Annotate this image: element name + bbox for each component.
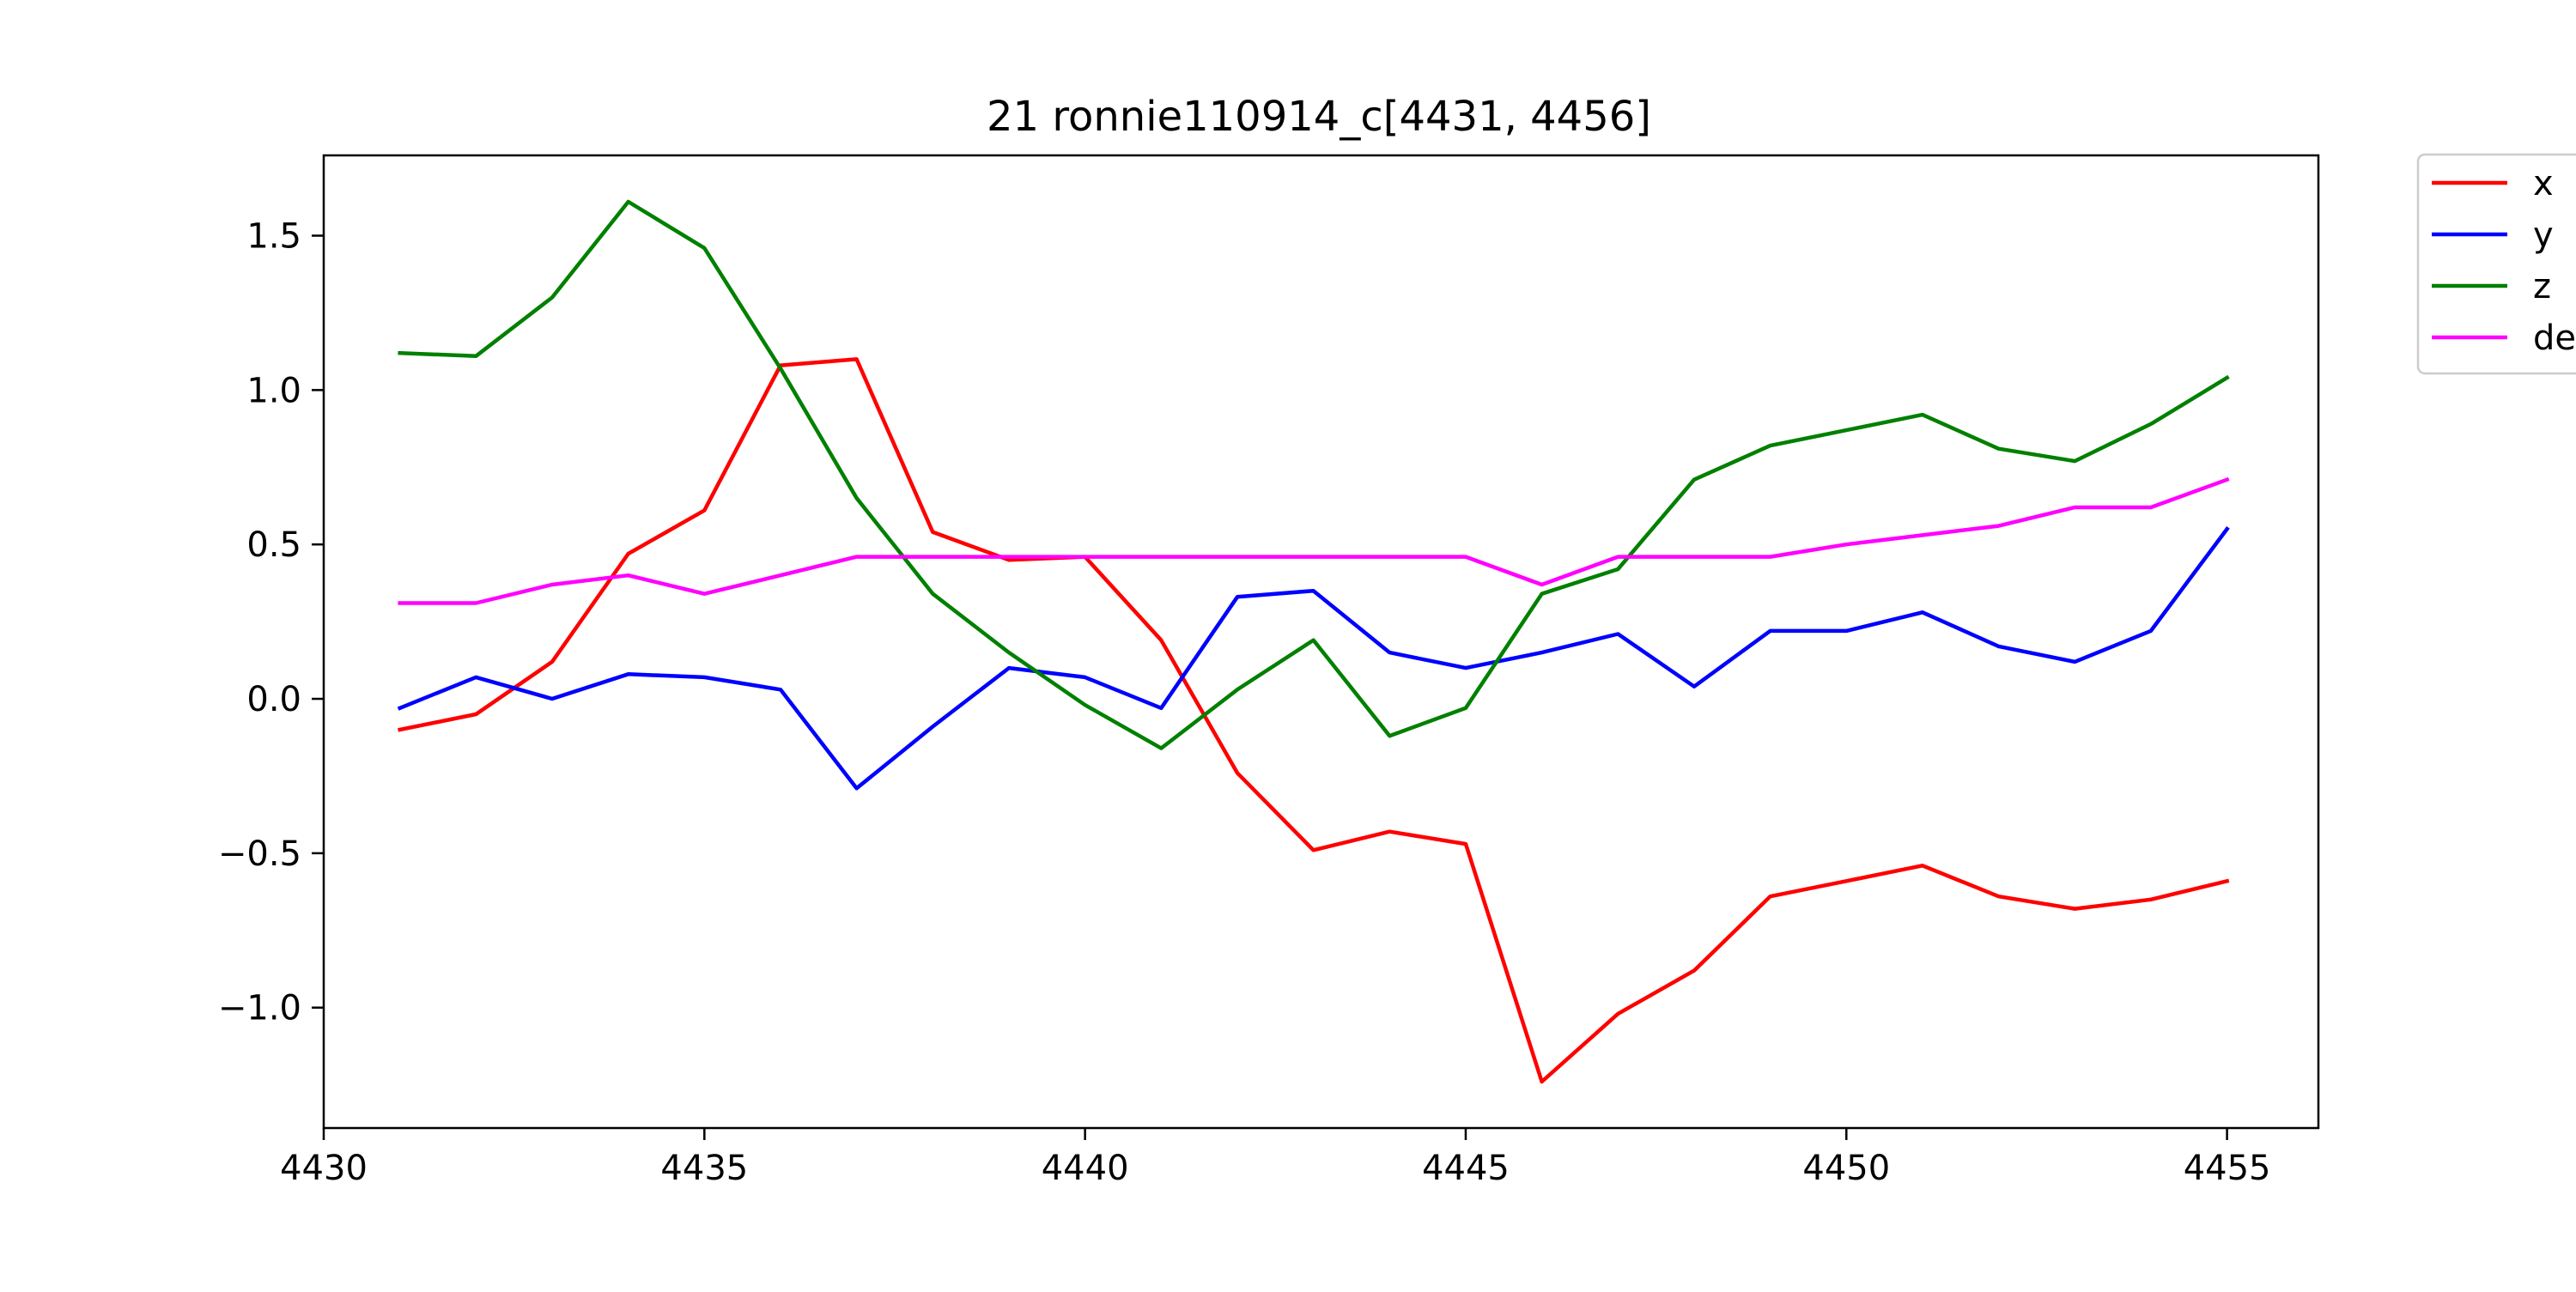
plot-frame bbox=[322, 154, 2320, 1130]
x-axis: 4430 4435 4440 4445 4450 4455 bbox=[280, 1128, 2271, 1188]
y-tick-label: 1.0 bbox=[246, 371, 301, 410]
y-tick-label: 0.5 bbox=[246, 525, 301, 565]
series-line-x bbox=[398, 357, 2230, 1084]
series-line-y bbox=[397, 526, 2230, 791]
x-tick-label: 4445 bbox=[1422, 1149, 1510, 1188]
x-tick-label: 4430 bbox=[280, 1149, 368, 1188]
y-tick-label: −0.5 bbox=[218, 834, 301, 874]
x-tick-label: 4440 bbox=[1042, 1149, 1129, 1188]
plot-lines bbox=[397, 199, 2230, 1084]
y-tick-label: 1.5 bbox=[246, 217, 301, 257]
chart-title: 21 ronnie110914_c[4431, 4456] bbox=[987, 93, 1651, 141]
legend-label-de: de bbox=[2533, 318, 2576, 358]
legend-label-y: y bbox=[2533, 215, 2554, 255]
y-tick-label: 0.0 bbox=[246, 680, 301, 719]
x-tick-label: 4450 bbox=[1802, 1149, 1890, 1188]
x-tick-label: 4435 bbox=[660, 1149, 748, 1188]
x-tick-label: 4455 bbox=[2184, 1149, 2271, 1188]
series-line-z bbox=[398, 199, 2230, 750]
series-line-de bbox=[398, 476, 2230, 605]
legend-label-x: x bbox=[2533, 164, 2554, 203]
y-tick-label: −1.0 bbox=[218, 989, 301, 1028]
y-axis: −1.0 −0.5 0.0 0.5 1.0 1.5 bbox=[218, 217, 324, 1028]
legend-box bbox=[2416, 153, 2576, 375]
legend-label-z: z bbox=[2533, 267, 2551, 306]
legend: xyz de bbox=[2416, 153, 2576, 375]
